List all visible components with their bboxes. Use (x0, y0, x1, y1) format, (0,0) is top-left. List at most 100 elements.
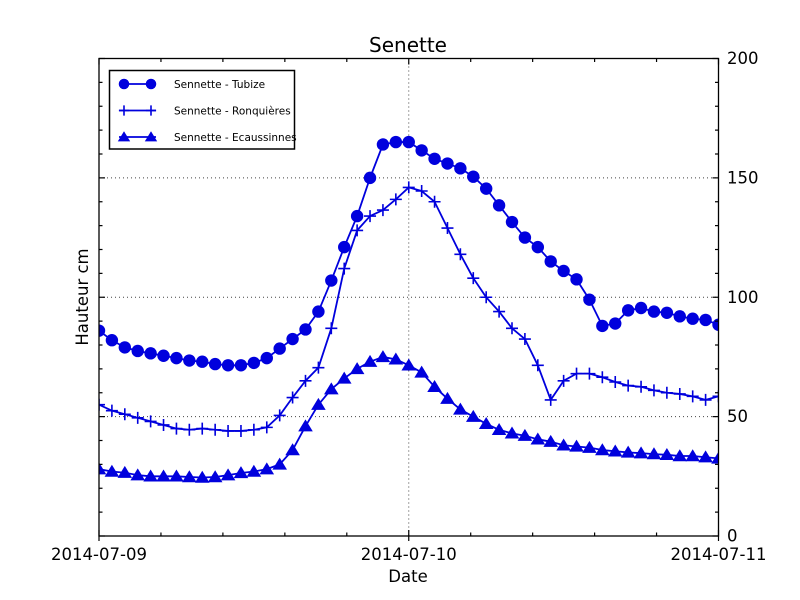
triangle-marker (465, 409, 481, 422)
circle-marker (170, 351, 183, 365)
triangle-marker (427, 379, 442, 392)
circle-marker (583, 293, 596, 306)
triangle-marker (349, 362, 365, 375)
circle-marker (144, 347, 157, 360)
circle-marker (505, 215, 519, 229)
plus-marker (389, 193, 402, 206)
triangle-marker (130, 468, 146, 481)
plus-marker (157, 418, 170, 431)
triangle-marker (336, 371, 352, 384)
legend: Sennette - Tubize Sennette - Ronquières … (108, 69, 297, 150)
triangle-marker (182, 470, 197, 483)
triangle-marker (285, 443, 300, 456)
plus-marker (260, 421, 273, 434)
y-tick-label: 150 (727, 168, 759, 187)
plus-marker (673, 387, 686, 400)
circle-marker (557, 264, 570, 278)
series-1 (99, 181, 719, 437)
plus-marker (170, 422, 183, 435)
y-tick-label: 0 (727, 527, 738, 546)
circle-marker (105, 334, 119, 347)
triangle-marker (414, 365, 429, 378)
plus-marker (467, 272, 480, 285)
triangle-marker (607, 444, 623, 457)
plus-marker (518, 333, 531, 346)
plus-marker (596, 371, 609, 384)
circle-marker (479, 182, 493, 195)
plus-marker (480, 291, 493, 304)
gridlines (99, 58, 719, 536)
circle-marker (647, 305, 661, 318)
triangle-marker (375, 350, 391, 363)
triangle-marker (104, 464, 120, 477)
triangle-marker (646, 447, 662, 460)
x-tick-label: 2014-07-11 (671, 545, 767, 564)
plus-marker (428, 195, 441, 208)
circle-marker (518, 231, 532, 244)
legend-marker-tubize (118, 78, 157, 90)
plus-marker (145, 105, 157, 116)
triangle-marker (659, 448, 675, 461)
triangle-marker (440, 391, 455, 404)
plus-marker (99, 398, 105, 411)
plus-marker (234, 424, 247, 437)
legend-marker-ecaussinnes (117, 131, 158, 142)
plot-border (98, 57, 720, 537)
data-series (99, 135, 719, 483)
triangle-marker (504, 426, 520, 439)
circle-marker (118, 78, 130, 90)
circle-marker (350, 209, 364, 223)
triangle-marker (362, 354, 378, 367)
plus-marker (196, 422, 209, 435)
plus-marker (247, 423, 260, 436)
plus-marker (712, 390, 719, 403)
circle-marker (673, 310, 686, 323)
circle-marker (402, 135, 415, 149)
plus-marker (222, 424, 235, 437)
plus-marker (209, 423, 222, 436)
triangle-marker (272, 457, 287, 470)
plus-marker (622, 379, 635, 392)
legend-label-ronquieres: Sennette - Ronquières (174, 105, 291, 117)
legend-label-tubize: Sennette - Tubize (174, 79, 265, 91)
plus-marker (351, 224, 364, 237)
plus-marker (105, 404, 118, 417)
series-0 (99, 135, 719, 372)
triangle-marker (298, 419, 313, 432)
plus-marker (376, 204, 389, 217)
plus-marker (647, 384, 660, 397)
plus-marker (570, 367, 583, 380)
triangle-marker (530, 432, 546, 445)
circle-marker (325, 274, 338, 287)
circle-marker (299, 323, 312, 336)
circle-marker (441, 157, 454, 170)
circle-marker (660, 306, 674, 319)
plus-marker (312, 361, 325, 374)
triangle-marker (117, 465, 133, 478)
circle-marker (99, 324, 106, 337)
circle-marker (286, 332, 299, 346)
plus-marker (660, 386, 673, 399)
triangle-marker (672, 449, 688, 462)
plus-marker (557, 374, 570, 387)
y-tick-label: 200 (727, 49, 759, 68)
plus-marker (402, 181, 415, 194)
circle-marker (273, 342, 286, 355)
triangle-marker (595, 443, 610, 456)
circle-marker (363, 171, 377, 185)
plus-marker (609, 376, 622, 389)
y-tick-label: 50 (727, 407, 748, 426)
triangle-marker (698, 450, 713, 463)
y-axis-label: Hauteur cm (73, 248, 92, 345)
series-line (99, 141, 719, 367)
circle-marker (686, 312, 699, 325)
plus-marker (299, 374, 312, 387)
circle-marker (699, 313, 712, 327)
circle-marker (531, 240, 545, 254)
triangle-marker (259, 462, 275, 475)
circle-marker (234, 359, 248, 372)
circle-marker (570, 273, 583, 286)
x-tick-label: 2014-07-10 (361, 545, 457, 564)
